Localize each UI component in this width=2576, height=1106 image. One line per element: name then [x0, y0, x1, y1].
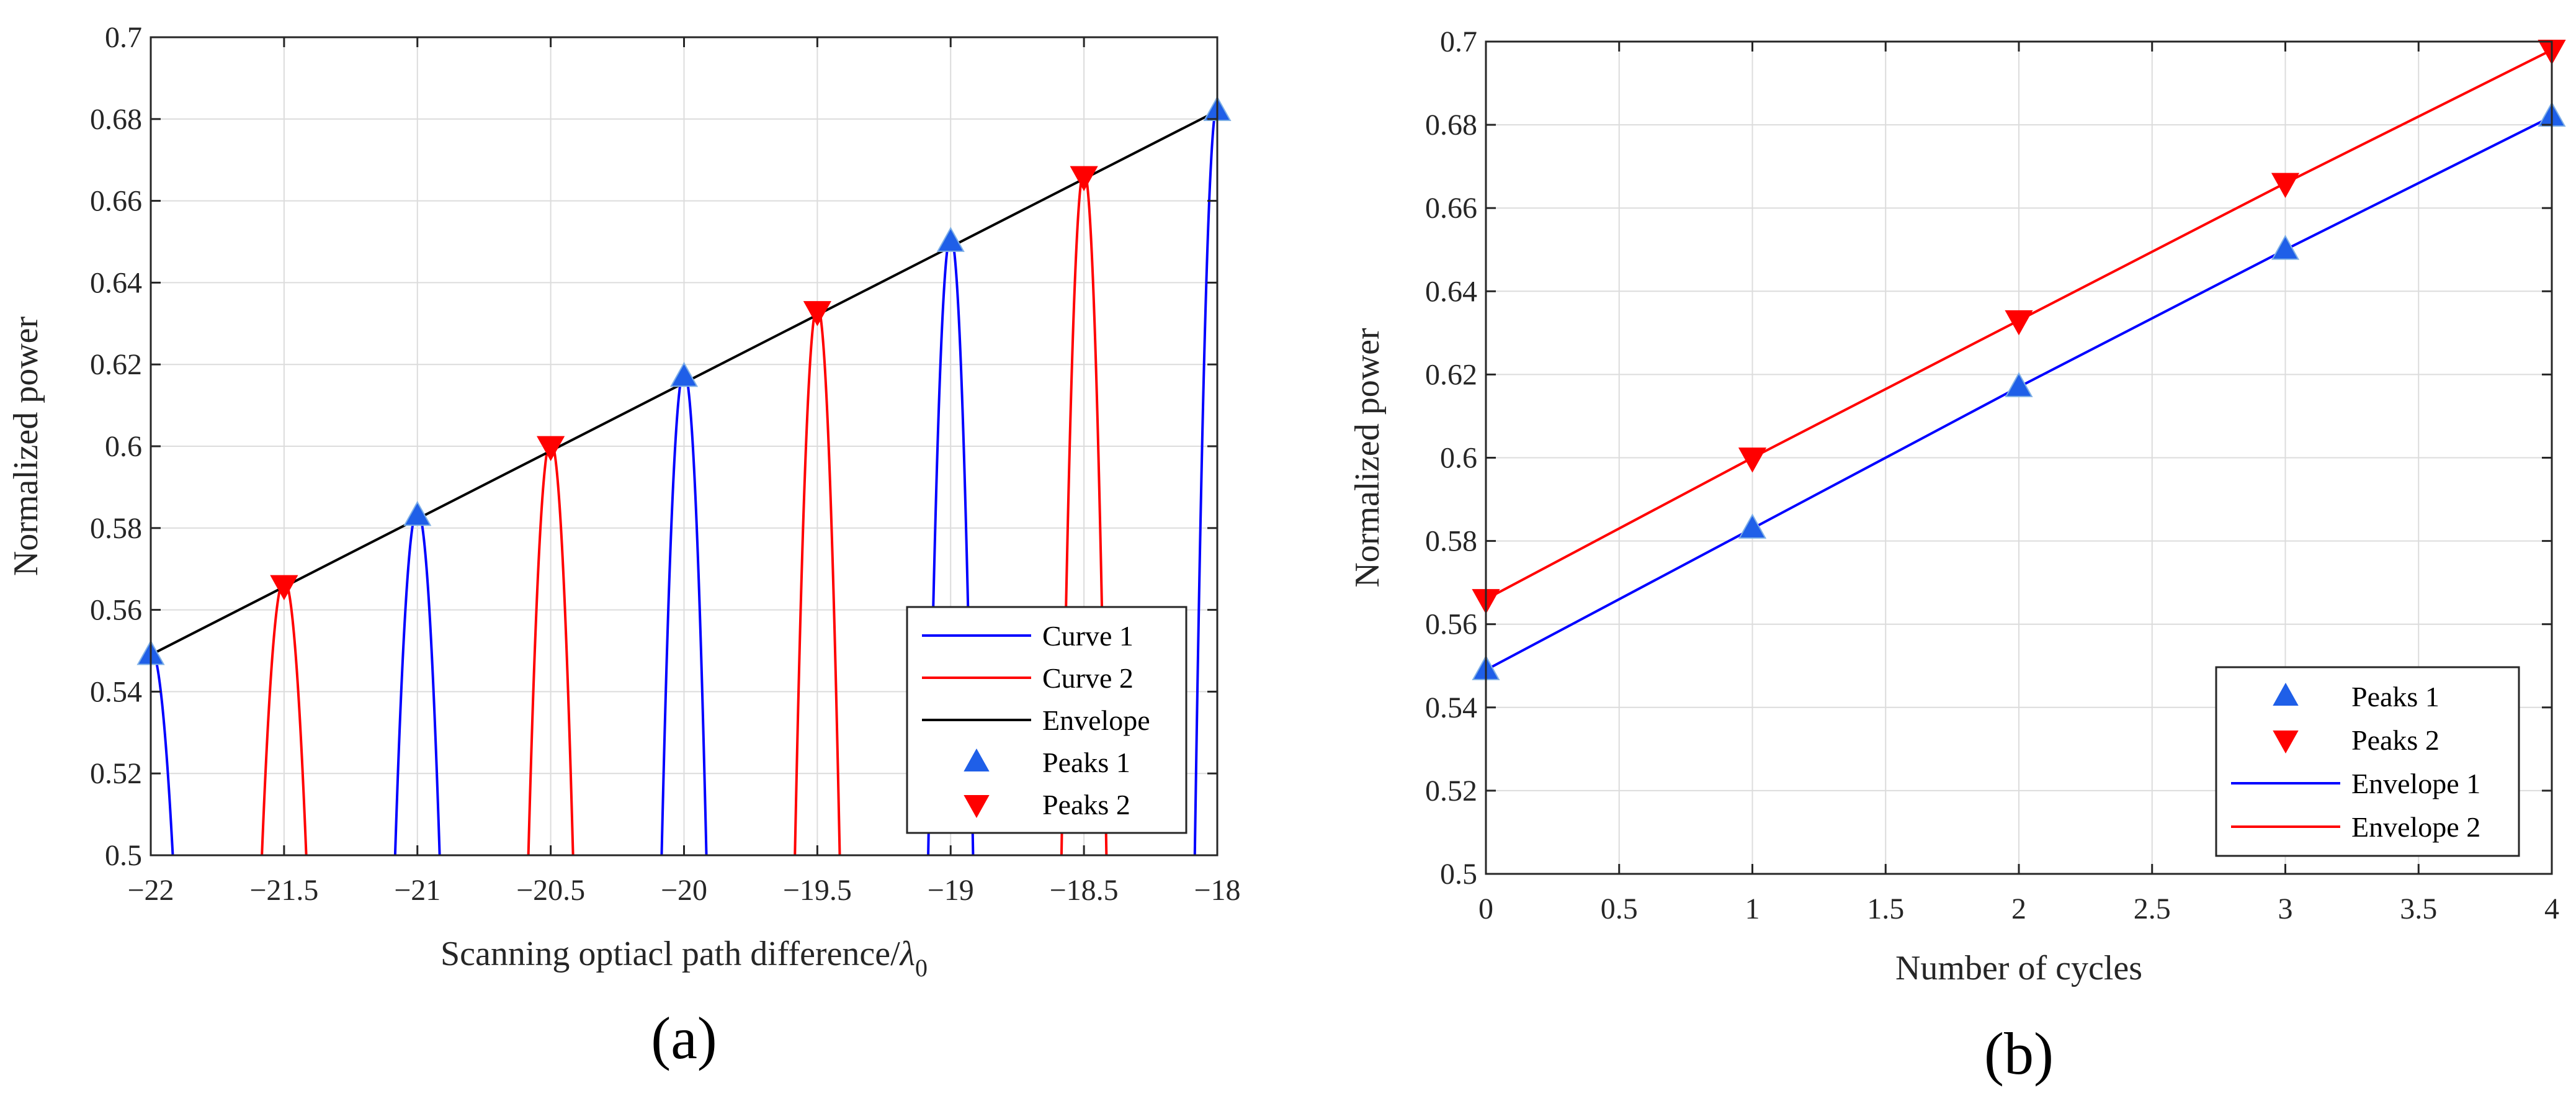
peak-2-marker-2 [2005, 310, 2033, 336]
legend-label: Envelope [1042, 704, 1150, 736]
legend-box [2215, 666, 2520, 857]
y-tick-label: 0.68 [1425, 109, 1477, 142]
x-tick-label: 1.5 [1867, 892, 1904, 925]
legend-triangle-down-icon [964, 795, 990, 819]
legend-triangle-up-icon [964, 748, 990, 771]
peak-2-marker-0 [270, 575, 298, 601]
y-tick-label: 0.66 [1425, 192, 1477, 225]
y-tick-label: 0.52 [1425, 775, 1477, 807]
y-axis-label: Normalized power [1348, 328, 1387, 588]
y-tick-label: 0.68 [90, 103, 142, 136]
peak-2-marker-1 [537, 436, 565, 462]
peak-2-marker-3 [2271, 173, 2300, 199]
peak-2-marker-1 [1738, 447, 1767, 473]
x-tick-label: 3.5 [2400, 892, 2437, 925]
x-tick-label: −21.5 [249, 874, 318, 907]
x-tick-label: −21 [394, 874, 441, 907]
markers-peaks-2 [270, 166, 1098, 601]
y-tick-label: 0.58 [1425, 525, 1477, 558]
x-tick-label: −19 [928, 874, 974, 907]
ticks-b: 0 0.5 1 1.5 2 2.5 3 3.5 40.50.520.540.560.580.60… [1425, 25, 2559, 925]
x-tick-label: −20.5 [516, 874, 585, 907]
legend-triangle-up-icon [2273, 682, 2299, 706]
legend-triangle-down-icon [2273, 731, 2299, 754]
x-tick-label: −18 [1194, 874, 1240, 907]
panel-b: 0 0.5 1 1.5 2 2.5 3 3.5 40.50.520.540.560.580.60… [1348, 25, 2566, 1087]
panel-a: −22 −21.5 −21 −20.5 −20 −19.5 −19 −18.5 −18 0.5 0.… [7, 21, 1241, 1071]
peak-1-marker-2 [2005, 372, 2033, 397]
legend-label: Peaks 1 [1042, 747, 1130, 778]
y-tick-label: 0.5 [1440, 858, 1477, 891]
y-tick-label: 0.6 [105, 430, 142, 463]
peak-2-marker-3 [1070, 166, 1098, 192]
y-tick-label: 0.62 [90, 348, 142, 381]
legend-label: Peaks 2 [1042, 789, 1130, 821]
legend-a: Curve 1 Curve 2 Envelope Peaks 1 Peaks 2 [906, 606, 1187, 834]
x-tick-label: 0 [1478, 892, 1493, 925]
y-tick-label: 0.56 [90, 594, 142, 627]
legend-label: Peaks 2 [2351, 724, 2440, 756]
y-tick-label: 0.66 [90, 185, 142, 218]
curve-1-lobe-0 [151, 647, 174, 855]
x-tick-label: 4 [2544, 892, 2559, 925]
x-tick-label: −18.5 [1050, 874, 1119, 907]
y-axis-label: Normalized power [7, 317, 45, 577]
peak-1-marker-3 [936, 227, 965, 252]
y-tick-label: 0.64 [1425, 275, 1477, 308]
legend-label: Envelope 1 [2351, 768, 2480, 799]
y-tick-label: 0.56 [1425, 608, 1477, 641]
y-tick-label: 0.58 [90, 512, 142, 545]
curve-1-lobe-4 [1193, 103, 1217, 855]
legend-label: Envelope 2 [2351, 811, 2480, 843]
x-tick-label: 2.5 [2134, 892, 2171, 925]
y-tick-label: 0.7 [105, 21, 142, 54]
panel-caption: (a) [651, 1005, 717, 1071]
x-tick-label: −20 [661, 874, 707, 907]
peak-2-marker-2 [803, 301, 831, 326]
peak-1-marker-1 [1738, 513, 1767, 539]
legend-label: Peaks 1 [2351, 681, 2440, 713]
panel-caption: (b) [1984, 1020, 2054, 1087]
legend-b: Peaks 1 Peaks 2 Envelope 1 Envelope 2 [2215, 666, 2520, 857]
x-tick-label: 3 [2278, 892, 2293, 925]
x-tick-label: 2 [2011, 892, 2026, 925]
y-tick-label: 0.54 [1425, 691, 1477, 724]
ticks-a: −22 −21.5 −21 −20.5 −20 −19.5 −19 −18.5 −18 0.5 0.… [90, 21, 1241, 907]
x-axis-label: Number of cycles [1895, 949, 2142, 987]
y-tick-label: 0.52 [90, 757, 142, 790]
y-tick-label: 0.6 [1440, 442, 1477, 475]
legend-label: Curve 2 [1042, 662, 1134, 694]
y-tick-label: 0.7 [1440, 25, 1477, 58]
x-tick-label: 0.5 [1601, 892, 1638, 925]
peak-1-marker-3 [2271, 235, 2300, 260]
x-tick-label: −22 [127, 874, 174, 907]
x-tick-label: −19.5 [783, 874, 852, 907]
y-tick-label: 0.64 [90, 266, 142, 299]
x-tick-label: 1 [1745, 892, 1760, 925]
peak-1-marker-1 [403, 500, 432, 526]
peak-1-marker-2 [669, 361, 699, 387]
x-axis-label: Scanning optiacl path difference/λ0 [441, 935, 928, 982]
y-tick-label: 0.62 [1425, 358, 1477, 391]
legend-label: Curve 1 [1042, 620, 1134, 652]
y-tick-label: 0.5 [105, 839, 142, 872]
y-tick-label: 0.54 [90, 675, 142, 708]
